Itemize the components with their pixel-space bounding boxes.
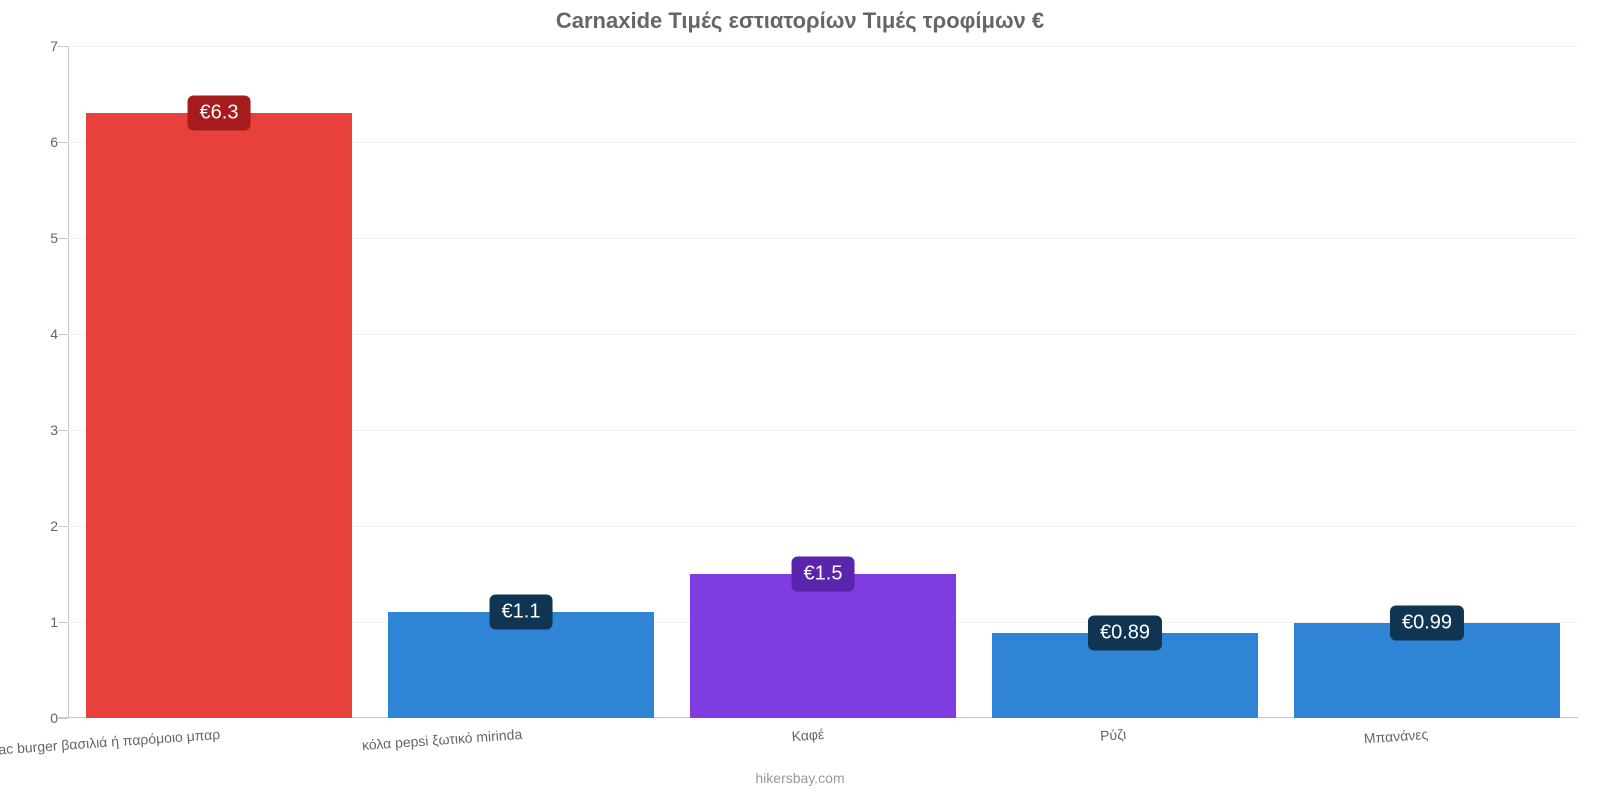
y-tick-label: 7 — [50, 38, 68, 54]
bar: €0.89 — [992, 633, 1258, 718]
x-tick-label: Ρύζι — [1099, 718, 1127, 744]
plot-area: 01234567€6.3Mac burger βασιλιά ή παρόμοι… — [68, 46, 1578, 718]
bar: €0.99 — [1294, 623, 1560, 718]
x-tick-label: Καφέ — [790, 718, 824, 744]
x-tick-label: Mac burger βασιλιά ή παρόμοιο μπαρ — [0, 718, 221, 758]
y-tick-label: 6 — [50, 134, 68, 150]
y-tick-label: 0 — [50, 710, 68, 726]
bar: €1.5 — [690, 574, 956, 718]
value-badge: €6.3 — [188, 96, 251, 131]
bar: €6.3 — [86, 113, 352, 718]
x-tick-label: Μπανάνες — [1363, 718, 1429, 746]
value-badge: €0.99 — [1390, 605, 1464, 640]
y-tick-label: 5 — [50, 230, 68, 246]
y-tick-label: 1 — [50, 614, 68, 630]
bar: €1.1 — [388, 612, 654, 718]
y-tick-label: 4 — [50, 326, 68, 342]
y-tick-label: 3 — [50, 422, 68, 438]
y-tick-label: 2 — [50, 518, 68, 534]
chart-container: Carnaxide Τιμές εστιατορίων Τιμές τροφίμ… — [0, 0, 1600, 800]
chart-title: Carnaxide Τιμές εστιατορίων Τιμές τροφίμ… — [0, 8, 1600, 34]
y-axis-line — [68, 46, 69, 718]
footer-credit: hikersbay.com — [0, 770, 1600, 786]
value-badge: €1.1 — [490, 595, 553, 630]
gridline — [68, 46, 1578, 47]
x-tick-label: κόλα pepsi ξωτικό mirinda — [361, 718, 523, 753]
value-badge: €0.89 — [1088, 615, 1162, 650]
value-badge: €1.5 — [792, 557, 855, 592]
